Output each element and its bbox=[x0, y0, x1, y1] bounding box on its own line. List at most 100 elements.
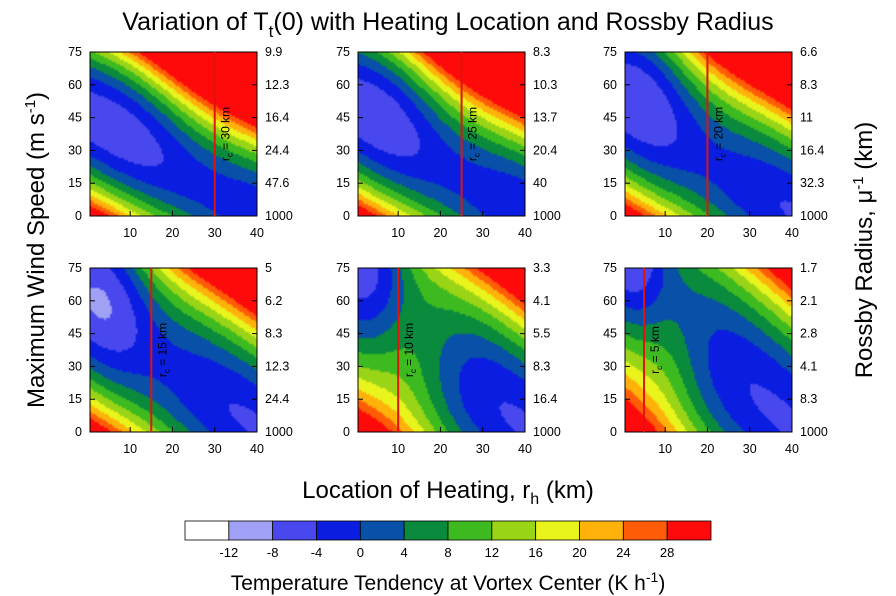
x-tick-label: 10 bbox=[123, 226, 137, 240]
panel-frame bbox=[624, 267, 793, 433]
y-tick-label: 75 bbox=[336, 261, 350, 275]
x-tick-label: 30 bbox=[743, 442, 757, 456]
y-tick-label: 30 bbox=[68, 359, 82, 373]
rossby-tick-label: 8.3 bbox=[800, 78, 817, 92]
rossby-tick-label: 8.3 bbox=[800, 392, 817, 406]
rossby-tick-label: 9.9 bbox=[265, 45, 282, 59]
y-tick-label: 60 bbox=[336, 294, 350, 308]
panel-3: 10 20 30 40 0 1000 15 32.3 30 16.4 45 11 60 8.3 75 6.6 r… bbox=[603, 45, 828, 240]
rossby-tick-label: 5.5 bbox=[533, 327, 550, 341]
panel-frame bbox=[357, 267, 526, 433]
y-tick-label: 75 bbox=[68, 45, 82, 59]
y-tick-label: 15 bbox=[336, 176, 350, 190]
colorbar-swatch bbox=[622, 520, 668, 541]
y-tick-label: 15 bbox=[603, 176, 617, 190]
colorbar-swatch bbox=[579, 520, 624, 541]
rossby-tick-label: 24.4 bbox=[265, 392, 289, 406]
rossby-tick-label: 6.2 bbox=[265, 294, 282, 308]
x-tick-label: 10 bbox=[658, 226, 672, 240]
figure-title: Variation of Tt(0) with Heating Location… bbox=[122, 8, 773, 41]
colorbar-swatch bbox=[447, 520, 493, 541]
rossby-tick-label: 8.3 bbox=[533, 359, 550, 373]
y-tick-label: 75 bbox=[603, 45, 617, 59]
rossby-tick-label: 1000 bbox=[265, 209, 293, 223]
x-tick-label: 20 bbox=[700, 226, 714, 240]
rossby-tick-label: 12.3 bbox=[265, 359, 289, 373]
x-tick-label: 20 bbox=[433, 442, 447, 456]
rossby-tick-label: 8.3 bbox=[533, 45, 550, 59]
y-tick-label: 0 bbox=[610, 209, 617, 223]
colorbar-swatch bbox=[666, 520, 712, 541]
colorbar-swatch bbox=[403, 520, 449, 541]
colorbar-swatch bbox=[359, 520, 405, 541]
panel-1: 10 20 30 40 0 1000 15 47.6 30 24.4 45 16.4 60 12.3 75 9… bbox=[68, 45, 293, 240]
y-tick-label: 15 bbox=[603, 392, 617, 406]
colorbar-label: 8 bbox=[444, 545, 451, 560]
y-tick-label: 60 bbox=[603, 294, 617, 308]
y-tick-label: 75 bbox=[336, 45, 350, 59]
rossby-tick-label: 5 bbox=[265, 261, 272, 275]
y-tick-label: 30 bbox=[603, 359, 617, 373]
rossby-tick-label: 16.4 bbox=[265, 111, 289, 125]
panel-frame bbox=[357, 51, 526, 217]
panel-frame bbox=[89, 267, 258, 433]
colorbar-label: 24 bbox=[616, 545, 630, 560]
colorbar-swatch bbox=[491, 520, 537, 541]
y-tick-label: 0 bbox=[343, 209, 350, 223]
x-tick-label: 40 bbox=[785, 226, 799, 240]
panel-field bbox=[625, 52, 792, 216]
panel-6: 10 20 30 40 0 1000 15 8.3 30 4.1 45 2.8 60 2.1 75 1.7 rc… bbox=[603, 261, 828, 456]
x-axis-title: Location of Heating, rh (km) bbox=[302, 477, 594, 508]
panel-field bbox=[90, 52, 257, 216]
rossby-tick-label: 1.7 bbox=[800, 261, 817, 275]
y-tick-label: 60 bbox=[603, 78, 617, 92]
rossby-tick-label: 12.3 bbox=[265, 78, 289, 92]
colorbar-swatch bbox=[272, 520, 317, 541]
colorbar-label: 28 bbox=[660, 545, 674, 560]
colorbar-label: 16 bbox=[528, 545, 542, 560]
y-tick-label: 75 bbox=[68, 261, 82, 275]
colorbar-label: 20 bbox=[572, 545, 586, 560]
rc-annotation: rc = 5 km bbox=[648, 326, 664, 374]
y-tick-label: 45 bbox=[336, 111, 350, 125]
rc-annotation: rc = 20 km bbox=[711, 107, 727, 161]
rossby-tick-label: 11 bbox=[800, 111, 813, 125]
colorbar-swatch bbox=[184, 520, 230, 541]
rossby-tick-label: 16.4 bbox=[800, 143, 824, 157]
x-tick-label: 20 bbox=[165, 226, 179, 240]
rossby-tick-label: 1000 bbox=[533, 209, 561, 223]
colorbar-label: -4 bbox=[311, 545, 323, 560]
rc-annotation: rc = 15 km bbox=[155, 323, 171, 377]
y-tick-label: 60 bbox=[68, 78, 82, 92]
y-tick-label: 0 bbox=[343, 425, 350, 439]
y-tick-label: 30 bbox=[336, 359, 350, 373]
y-tick-label: 15 bbox=[68, 176, 82, 190]
y-tick-label: 30 bbox=[603, 143, 617, 157]
x-tick-label: 40 bbox=[518, 442, 532, 456]
y-tick-label: 45 bbox=[68, 327, 82, 341]
colorbar: -12 -8 -4 0 4 8 12 16 20 24 28 bbox=[184, 520, 712, 560]
x-tick-label: 30 bbox=[743, 226, 757, 240]
x-tick-label: 10 bbox=[658, 442, 672, 456]
x-tick-label: 30 bbox=[208, 226, 222, 240]
panel-4: 10 20 30 40 0 1000 15 24.4 30 12.3 45 8.3 60 6.2 75 5 rc… bbox=[68, 261, 293, 456]
rossby-tick-label: 16.4 bbox=[533, 392, 557, 406]
rossby-tick-label: 2.8 bbox=[800, 327, 817, 341]
panel-field bbox=[90, 268, 257, 432]
x-tick-label: 20 bbox=[700, 442, 714, 456]
x-tick-label: 30 bbox=[208, 442, 222, 456]
rossby-tick-label: 2.1 bbox=[800, 294, 817, 308]
rossby-tick-label: 24.4 bbox=[265, 143, 289, 157]
panel-frame bbox=[624, 51, 793, 217]
rc-annotation: rc = 10 km bbox=[402, 323, 418, 377]
rossby-tick-label: 1000 bbox=[265, 425, 293, 439]
panel-field bbox=[625, 268, 792, 432]
colorbar-title: Temperature Tendency at Vortex Center (K… bbox=[231, 569, 666, 595]
colorbar-swatch bbox=[228, 520, 274, 541]
y-tick-label: 15 bbox=[336, 392, 350, 406]
rossby-tick-label: 8.3 bbox=[265, 327, 282, 341]
y-tick-label: 45 bbox=[603, 327, 617, 341]
colorbar-swatch bbox=[535, 520, 580, 541]
